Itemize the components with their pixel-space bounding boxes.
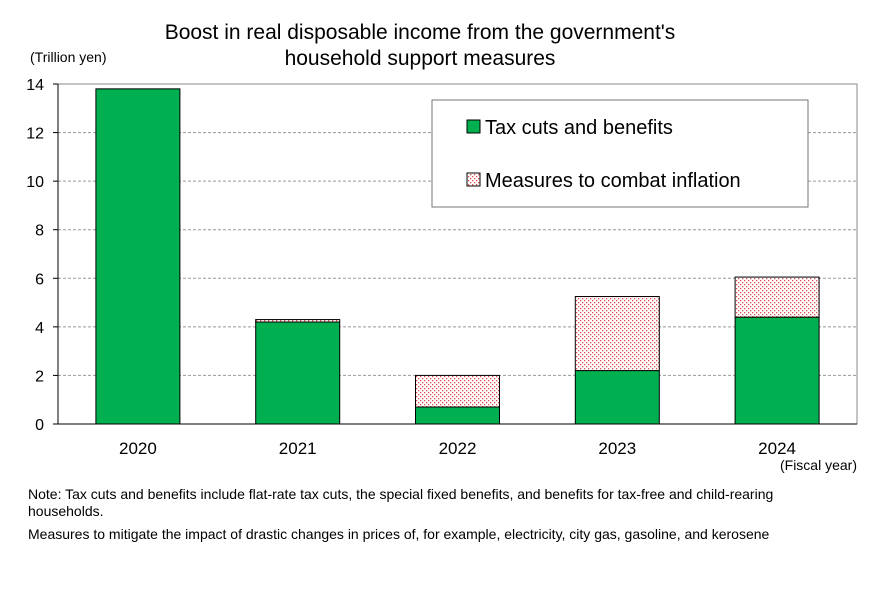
- x-tick-label: 2021: [279, 439, 317, 458]
- bar-tax-cuts-2020: [95, 88, 181, 425]
- chart-title-line-2: household support measures: [284, 47, 556, 70]
- y-tick-label: 2: [35, 368, 44, 385]
- y-tick-label: 0: [35, 417, 44, 434]
- y-tick-label: 6: [35, 271, 44, 288]
- bar-inflation-measures-2022: [415, 374, 500, 408]
- bar-inflation-measures-2023: [574, 296, 660, 372]
- y-axis-title: (Trillion yen): [30, 49, 107, 65]
- bar-tax-cuts-2024: [734, 316, 820, 425]
- y-tick-label: 12: [26, 126, 44, 143]
- bar-tax-cuts-2022: [415, 406, 500, 425]
- legend-label: Measures to combat inflation: [485, 170, 741, 192]
- bar-inflation-measures-2024: [734, 276, 820, 318]
- y-tick-label: 10: [26, 174, 44, 191]
- x-axis-title: (Fiscal year): [780, 457, 857, 473]
- y-tick-label: 14: [26, 77, 44, 94]
- legend-swatch: [466, 119, 481, 134]
- legend-box: [431, 99, 809, 208]
- bar-tax-cuts-2023: [574, 370, 660, 425]
- legend-swatch: [466, 172, 481, 187]
- y-tick-label: 8: [35, 223, 44, 240]
- bar-inflation-measures-2021: [255, 319, 341, 323]
- note-2: Measures to mitigate the impact of drast…: [28, 526, 770, 542]
- chart-title-line-1: Boost in real disposable income from the…: [164, 21, 676, 44]
- chart-notes: Note: Tax cuts and benefits include flat…: [28, 486, 848, 549]
- legend-label: Tax cuts and benefits: [485, 117, 673, 139]
- note-1: Note: Tax cuts and benefits include flat…: [28, 486, 774, 519]
- x-tick-label: 2024: [758, 439, 796, 458]
- y-tick-label: 4: [35, 320, 44, 337]
- chart-title: Boost in real disposable income from the…: [60, 20, 780, 72]
- bar-tax-cuts-2021: [255, 321, 341, 425]
- x-tick-label: 2020: [119, 439, 157, 458]
- x-tick-label: 2022: [439, 439, 477, 458]
- x-tick-label: 2023: [598, 439, 636, 458]
